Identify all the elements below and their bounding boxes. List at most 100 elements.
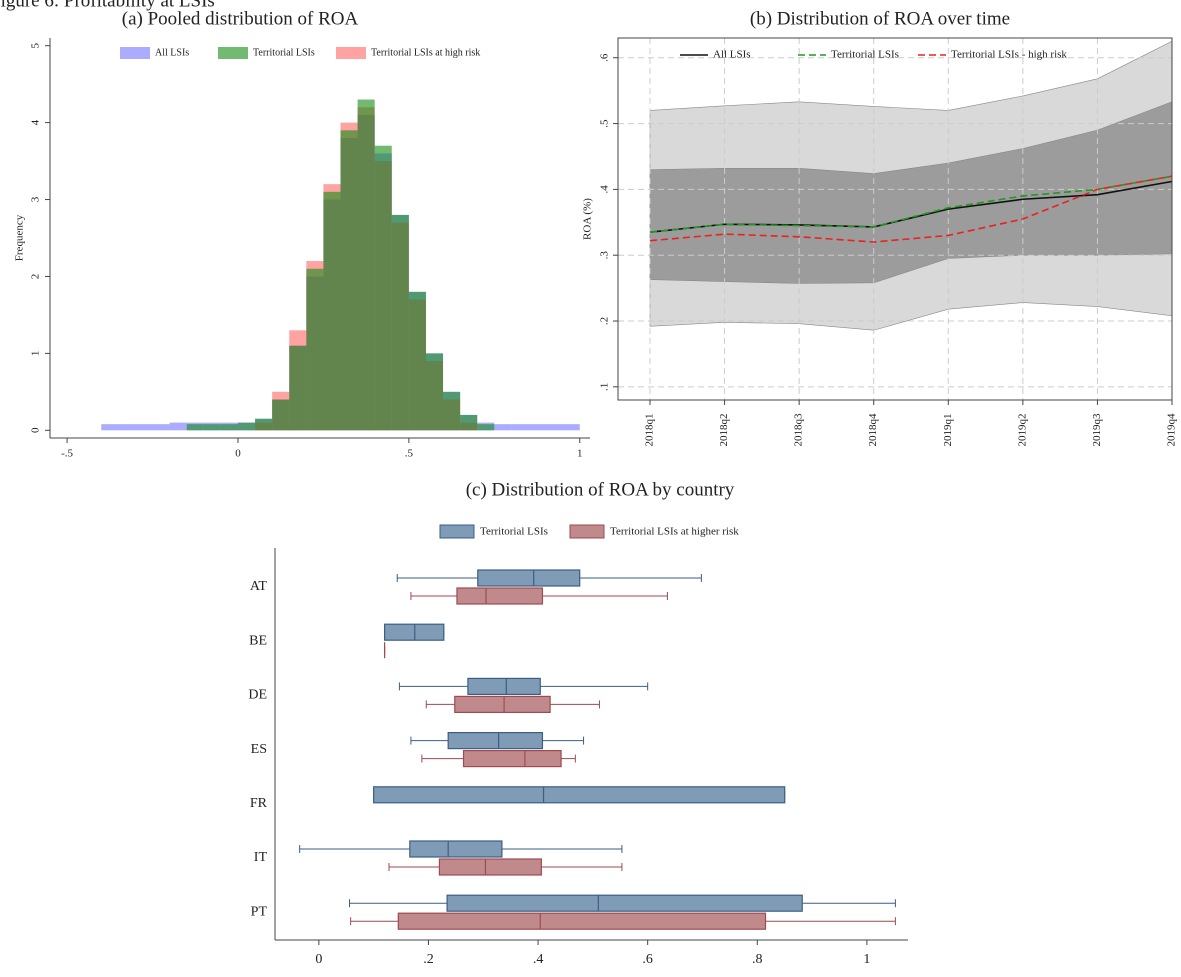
x-tick-label: 2018q2	[718, 414, 730, 447]
histogram-bar	[289, 345, 307, 431]
histogram-bar	[203, 424, 221, 431]
y-tick-label: .5	[599, 119, 611, 128]
figure-title: Figure 6: Profitability at LSIs	[0, 0, 215, 11]
legend-swatch	[439, 524, 475, 539]
panel-title: (c) Distribution of ROA by country	[466, 479, 735, 500]
histogram-bar	[391, 214, 409, 431]
y-tick-label: 1	[30, 351, 42, 357]
y-tick-label: 0	[30, 427, 42, 433]
histogram-bar	[186, 424, 204, 431]
x-tick-label: 2018q1	[644, 414, 656, 447]
histogram-bar	[460, 414, 478, 431]
box	[447, 731, 544, 750]
panel-title: (b) Distribution of ROA over time	[750, 8, 1010, 29]
histogram-bar	[237, 422, 256, 431]
panel-title: (a) Pooled distribution of ROA	[122, 8, 359, 29]
histogram-bar	[255, 418, 273, 431]
legend-label: Territorial LSIs	[253, 47, 315, 58]
y-tick-label: .1	[599, 383, 611, 391]
legend-swatch	[218, 47, 248, 59]
legend-label: All LSIs	[155, 47, 189, 58]
y-tick-label: 3	[30, 196, 42, 202]
y-axis-title: ROA (%)	[582, 198, 594, 240]
histogram-bar	[511, 424, 529, 431]
histogram-bar	[528, 424, 546, 431]
histogram-bar	[169, 422, 187, 431]
x-tick-label: .8	[752, 952, 763, 967]
histogram-bar	[357, 99, 375, 431]
y-tick-label: .6	[599, 53, 611, 62]
line	[649, 180, 1173, 233]
legend-swatch	[336, 47, 366, 59]
histogram-bar	[118, 424, 136, 431]
x-tick-label: .5	[405, 448, 414, 460]
x-tick-label: 0	[315, 952, 322, 967]
histogram-bar	[443, 391, 461, 431]
histogram-bar	[477, 424, 495, 431]
plot-frame	[617, 37, 1173, 401]
histogram-bar	[135, 424, 153, 431]
histogram-bar	[101, 424, 119, 431]
box	[373, 786, 786, 804]
x-tick-label: 1	[577, 448, 583, 460]
histogram-bar	[152, 424, 170, 431]
histogram-bar	[340, 130, 358, 431]
x-tick-label: 2018q4	[867, 413, 879, 447]
box	[454, 695, 551, 714]
legend-label: Territorial LSIs at high risk	[371, 47, 480, 58]
x-tick-label: -.5	[61, 448, 73, 460]
x-tick-label: 2018q3	[793, 413, 805, 447]
box	[467, 677, 541, 696]
histogram-bar	[545, 424, 563, 431]
x-tick-label: 2019q1	[942, 414, 954, 447]
y-tick-label: DE	[248, 688, 267, 703]
box	[409, 840, 503, 858]
y-tick-label: 5	[30, 42, 42, 48]
line	[649, 175, 1173, 243]
y-tick-label: .4	[599, 185, 611, 194]
box	[397, 912, 767, 930]
histogram-bar	[272, 399, 290, 431]
y-tick-label: AT	[250, 579, 268, 594]
box	[438, 858, 542, 876]
y-axis-title: Frequency	[14, 214, 26, 261]
x-tick-label: .2	[423, 952, 434, 967]
y-tick-label: 2	[30, 274, 42, 280]
histogram-bar	[374, 145, 392, 431]
histogram-bar	[306, 268, 324, 431]
legend-swatch	[569, 524, 605, 539]
y-tick-label: ES	[251, 742, 267, 757]
legend-label: Territorial LSIs - high risk	[951, 49, 1067, 61]
histogram-bar	[323, 191, 341, 431]
histogram-bar	[562, 424, 580, 431]
y-tick-label: IT	[254, 850, 268, 865]
histogram-bar	[408, 291, 426, 431]
histogram-bar	[220, 424, 238, 431]
legend-swatch	[120, 47, 150, 59]
y-tick-label: .2	[599, 317, 611, 325]
box	[446, 894, 803, 912]
legend-label: All LSIs	[713, 49, 751, 61]
histogram-bar	[425, 353, 444, 431]
box	[456, 587, 544, 605]
y-tick-label: BE	[249, 633, 267, 648]
x-tick-label: 2019q2	[1016, 414, 1028, 447]
x-tick-label: 1	[863, 952, 870, 967]
x-tick-label: 0	[235, 448, 241, 460]
histogram-bar	[494, 424, 512, 431]
legend-label: Territorial LSIs	[480, 526, 548, 538]
y-tick-label: 4	[30, 119, 42, 125]
box	[462, 749, 562, 768]
y-tick-label: PT	[251, 904, 268, 919]
legend-label: Territorial LSIs	[831, 49, 899, 61]
y-tick-label: FR	[250, 796, 268, 811]
x-tick-label: .4	[533, 952, 544, 967]
x-tick-label: 2019q4	[1166, 413, 1178, 447]
x-tick-label: 2019q3	[1091, 413, 1103, 447]
box	[477, 569, 581, 587]
y-tick-label: .3	[599, 251, 611, 260]
x-tick-label: .6	[642, 952, 653, 967]
legend-label: Territorial LSIs at higher risk	[610, 526, 739, 538]
